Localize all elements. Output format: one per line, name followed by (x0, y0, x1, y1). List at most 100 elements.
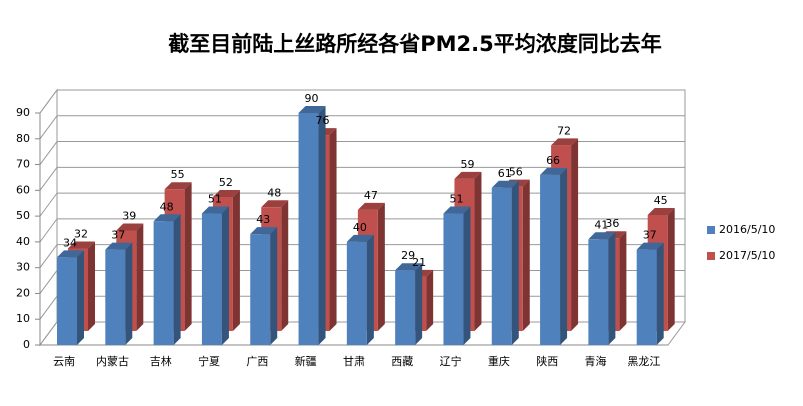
bar-side (522, 179, 530, 331)
bar-front (105, 249, 126, 345)
bar-side (619, 231, 627, 331)
value-label: 61 (498, 167, 512, 180)
x-tick-label: 新疆 (295, 354, 317, 368)
grid-line-side (39, 270, 58, 294)
grid-line-side (39, 192, 58, 217)
bar-top (105, 242, 133, 250)
value-label: 39 (122, 209, 136, 222)
x-tick-label: 辽宁 (440, 354, 462, 368)
bar-side (377, 202, 385, 331)
bar-front (250, 234, 271, 345)
y-tick-label: 80 (16, 132, 30, 145)
bar-side (136, 223, 144, 331)
bar-top (250, 227, 278, 235)
bar (395, 263, 423, 345)
bar-side (656, 242, 664, 345)
value-label: 90 (305, 92, 319, 105)
bar-side (329, 128, 337, 331)
bar-side (571, 138, 579, 331)
y-tick-label: 60 (16, 183, 30, 196)
bar-side (608, 232, 616, 345)
grid-line-side (39, 244, 58, 268)
side-wall (39, 88, 58, 347)
grid-line-side (39, 115, 58, 140)
bar (540, 167, 568, 345)
bar (491, 180, 519, 345)
value-label: 72 (557, 124, 571, 137)
grid-line-side (39, 141, 58, 165)
bar-side (667, 208, 675, 331)
y-tick-label: 30 (16, 261, 30, 274)
value-label: 51 (208, 193, 222, 206)
bar-side (318, 106, 326, 345)
bar-top (636, 242, 664, 250)
x-tick-label: 宁夏 (198, 354, 220, 368)
value-label: 34 (63, 236, 77, 249)
value-label: 45 (654, 194, 668, 207)
bar-top (212, 189, 240, 197)
x-tick-label: 甘肃 (343, 355, 365, 368)
x-tick-label: 陕西 (536, 354, 558, 368)
bar-top (443, 206, 471, 214)
bar-front (346, 241, 367, 345)
bar-top (357, 202, 385, 210)
value-label: 29 (401, 249, 415, 262)
grid-line-side (39, 295, 58, 320)
bar-top (588, 232, 616, 240)
bar (105, 242, 133, 345)
value-label: 66 (546, 154, 560, 167)
bar (443, 206, 471, 345)
x-tick-label: 广西 (246, 355, 268, 368)
bar-side (184, 182, 192, 331)
bar-top (164, 182, 192, 190)
bar-side (77, 250, 84, 345)
bar-front (588, 239, 609, 345)
bar-side (270, 227, 278, 345)
bar-top (153, 214, 181, 222)
value-label: 51 (449, 193, 463, 206)
bar-top (201, 206, 229, 214)
bar-top (647, 208, 675, 215)
bar (57, 250, 84, 345)
value-label: 37 (643, 229, 657, 242)
bar (250, 227, 278, 345)
value-label: 36 (605, 217, 619, 230)
y-tick-label: 70 (16, 158, 30, 171)
bar (201, 206, 229, 345)
bar (636, 242, 664, 345)
bar-front (395, 270, 416, 345)
bar-front (636, 249, 657, 345)
bar-side (88, 241, 95, 331)
bar-front (443, 213, 464, 345)
bar-front (540, 174, 561, 345)
x-tick-label: 重庆 (488, 354, 510, 368)
x-tick-label: 吉林 (150, 354, 172, 368)
bar-top (395, 263, 423, 271)
bar-front (201, 213, 222, 345)
legend-label: 2017/5/10 (719, 249, 775, 262)
value-label: 48 (160, 200, 174, 213)
y-tick-label: 50 (16, 209, 30, 222)
bar (153, 214, 181, 345)
y-tick-label: 0 (23, 338, 30, 351)
y-tick-label: 20 (16, 286, 30, 299)
grid-line-side (39, 89, 58, 114)
bar-top (68, 241, 95, 249)
x-tick-label: 西藏 (391, 355, 413, 368)
bar-side (463, 206, 471, 345)
bar-side (511, 180, 519, 345)
value-label: 43 (256, 213, 270, 226)
legend-label: 2016/5/10 (719, 223, 775, 236)
bar-side (366, 234, 374, 345)
bar-front (298, 113, 319, 345)
bar-top (491, 180, 519, 188)
grid-line-side (39, 167, 58, 191)
value-label: 40 (353, 221, 367, 234)
y-tick-label: 10 (16, 312, 30, 325)
bar-top (454, 171, 482, 179)
bar-side (281, 200, 289, 331)
bar-side (415, 263, 423, 345)
bar-top (298, 106, 326, 113)
value-label: 59 (460, 158, 474, 171)
